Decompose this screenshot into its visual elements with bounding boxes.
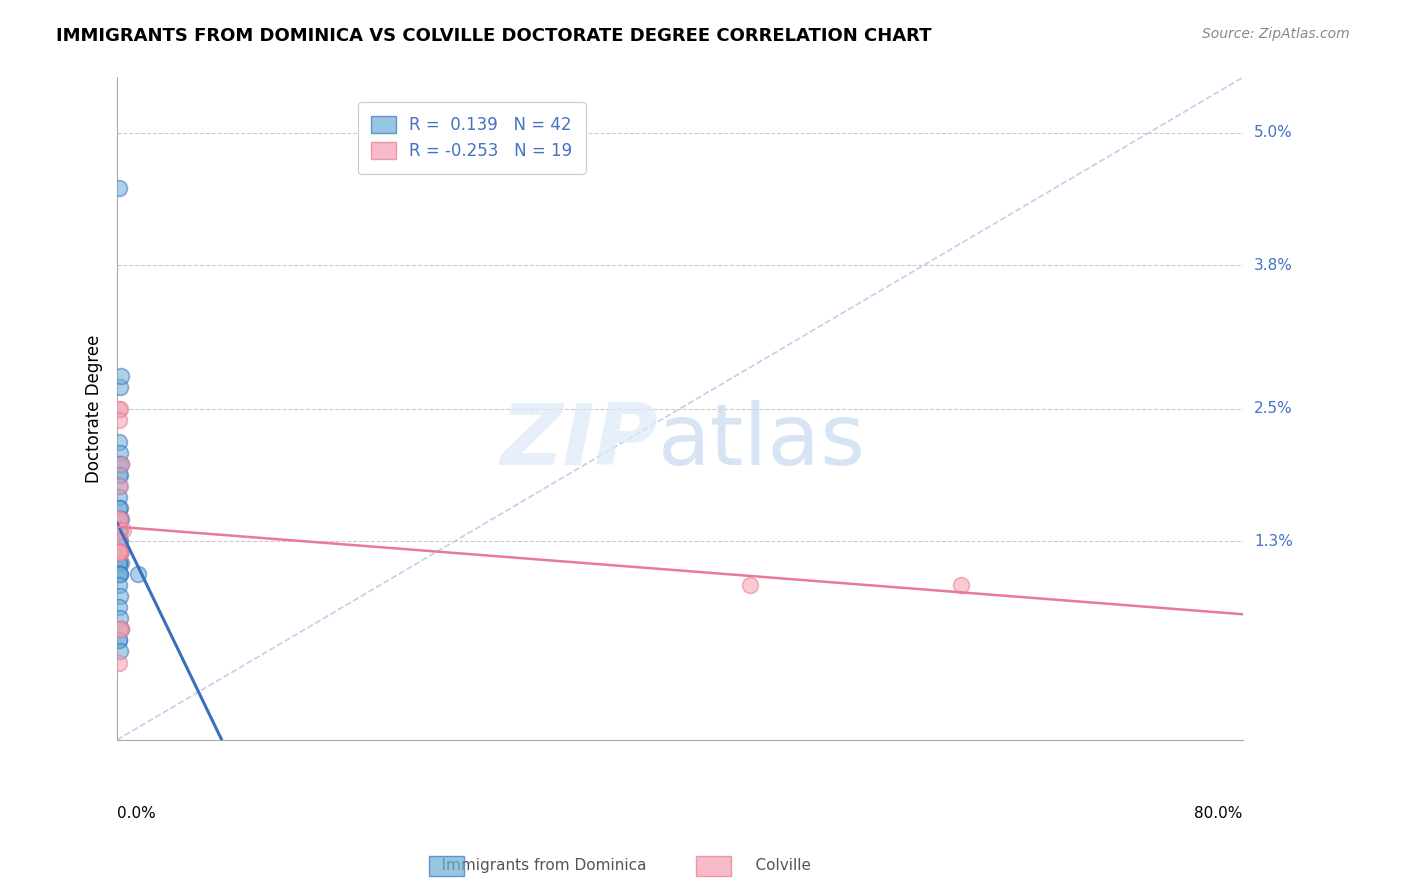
Point (108, 479, 131, 493)
Point (107, 545, 129, 559)
Text: ZIP: ZIP (501, 401, 658, 483)
Point (111, 523, 134, 537)
Point (107, 545, 129, 559)
Point (107, 534, 129, 549)
Point (107, 523, 129, 537)
Point (107, 656, 129, 670)
Point (950, 578, 973, 592)
Point (108, 446, 131, 460)
Text: 1.3%: 1.3% (1254, 533, 1294, 549)
Text: 0.0%: 0.0% (117, 806, 156, 821)
Text: 2.5%: 2.5% (1254, 401, 1292, 416)
Point (107, 512, 129, 526)
Point (107, 534, 129, 549)
Point (107, 457, 129, 471)
Point (107, 401, 129, 416)
Point (108, 512, 131, 526)
Text: Immigrants from Dominica: Immigrants from Dominica (422, 858, 647, 872)
Point (110, 457, 132, 471)
Point (110, 556, 132, 570)
Text: Colville: Colville (735, 858, 811, 872)
Text: IMMIGRANTS FROM DOMINICA VS COLVILLE DOCTORATE DEGREE CORRELATION CHART: IMMIGRANTS FROM DOMINICA VS COLVILLE DOC… (56, 27, 932, 45)
Point (107, 556, 129, 570)
Point (107, 434, 129, 449)
Point (740, 578, 762, 592)
Point (107, 500, 129, 515)
Point (107, 633, 129, 648)
Point (110, 623, 132, 637)
Y-axis label: Doctorate Degree: Doctorate Degree (86, 334, 103, 483)
Point (108, 401, 131, 416)
Point (108, 545, 131, 559)
Text: atlas: atlas (658, 401, 866, 483)
Point (108, 611, 131, 625)
Text: 80.0%: 80.0% (1195, 806, 1243, 821)
Point (108, 512, 131, 526)
Point (107, 600, 129, 615)
Point (107, 181, 129, 195)
Legend: R =  0.139   N = 42, R = -0.253   N = 19: R = 0.139 N = 42, R = -0.253 N = 19 (357, 103, 586, 174)
Point (108, 467, 131, 482)
Point (110, 545, 132, 559)
Point (108, 523, 131, 537)
Point (107, 479, 129, 493)
Point (107, 523, 129, 537)
Point (107, 578, 129, 592)
Point (110, 623, 132, 637)
Point (108, 545, 131, 559)
Point (107, 556, 129, 570)
Point (108, 379, 131, 393)
Text: Source: ZipAtlas.com: Source: ZipAtlas.com (1202, 27, 1350, 41)
Text: 5.0%: 5.0% (1254, 125, 1292, 140)
Point (107, 412, 129, 426)
Point (107, 633, 129, 648)
Point (110, 457, 132, 471)
Point (107, 523, 129, 537)
Point (108, 567, 131, 582)
Point (108, 644, 131, 658)
Point (110, 512, 132, 526)
Text: 3.8%: 3.8% (1254, 258, 1294, 273)
Point (108, 589, 131, 603)
Point (127, 567, 149, 582)
Point (110, 368, 132, 383)
Point (107, 545, 129, 559)
Point (108, 567, 131, 582)
Point (107, 567, 129, 582)
Point (108, 545, 131, 559)
Point (107, 534, 129, 549)
Point (107, 512, 129, 526)
Point (107, 490, 129, 504)
Point (108, 623, 131, 637)
Point (107, 545, 129, 559)
Point (108, 534, 131, 549)
Point (107, 467, 129, 482)
Point (107, 556, 129, 570)
Point (108, 500, 131, 515)
